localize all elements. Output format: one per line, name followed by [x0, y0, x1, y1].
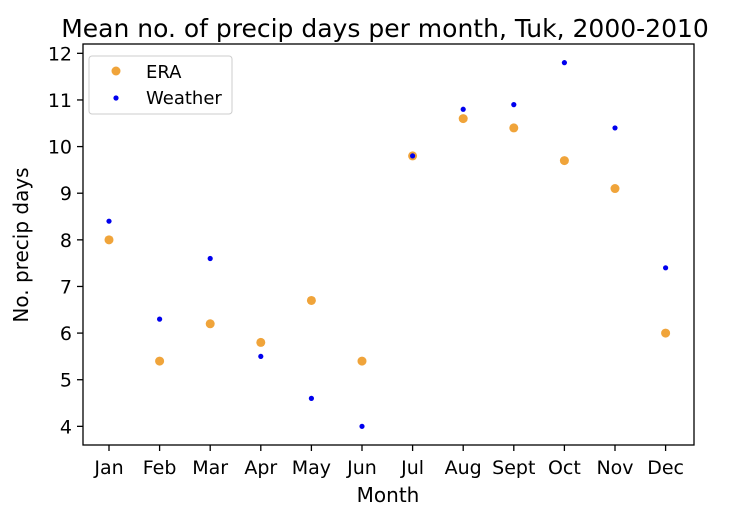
x-tick-label: May: [292, 457, 331, 479]
legend-label-era: ERA: [146, 62, 182, 83]
x-tick-label: Dec: [647, 457, 684, 479]
data-point-weather: [207, 255, 213, 262]
x-tick-label: Sept: [492, 457, 535, 479]
data-point-weather: [157, 316, 163, 322]
data-point-weather: [511, 102, 517, 108]
series-era: [104, 114, 671, 366]
x-tick-label: Jul: [400, 457, 424, 479]
data-point-era: [610, 184, 620, 194]
data-point-era: [509, 123, 519, 133]
data-point-weather: [410, 153, 416, 159]
data-point-era: [104, 235, 114, 245]
series-weather: [106, 60, 669, 429]
y-tick-label: 6: [60, 323, 72, 345]
data-point-era: [155, 356, 165, 366]
data-point-era: [559, 156, 569, 166]
x-tick-label: Jan: [93, 457, 123, 479]
x-axis: Jan Feb Mar Apr May Jun Jul Aug Sept Oct Nov Dec: [93, 445, 684, 479]
plot-area: [82, 43, 695, 446]
y-tick-label: 11: [48, 90, 72, 112]
legend: ERA Weather: [88, 55, 233, 115]
legend-marker-weather: [113, 95, 119, 101]
x-tick-label: Mar: [192, 457, 228, 479]
data-point-weather: [359, 423, 365, 429]
chart-title: Mean no. of precip days per month, Tuk, …: [61, 14, 709, 43]
data-point-weather: [612, 125, 618, 131]
x-axis-label: Month: [357, 483, 420, 507]
x-tick-label: Feb: [143, 457, 177, 479]
y-tick-label: 4: [60, 416, 72, 438]
x-tick-label: Nov: [596, 457, 633, 479]
y-axis: 4 5 6 7 8 9 10 11 12: [48, 43, 83, 438]
x-tick-label: Oct: [548, 457, 581, 479]
data-point-weather: [308, 395, 314, 401]
data-point-era: [205, 319, 215, 329]
legend-label-weather: Weather: [146, 88, 222, 109]
y-tick-label: 8: [60, 230, 72, 252]
x-tick-label: Aug: [445, 457, 482, 479]
legend-marker-era: [111, 66, 121, 76]
data-point-era: [458, 114, 468, 124]
data-point-era: [357, 356, 367, 366]
data-point-weather: [561, 60, 568, 66]
y-tick-label: 12: [48, 43, 72, 65]
x-tick-label: Apr: [244, 457, 277, 479]
y-tick-label: 10: [48, 137, 72, 159]
data-point-weather: [460, 106, 466, 112]
y-tick-label: 5: [60, 370, 72, 392]
y-tick-label: 9: [60, 183, 72, 205]
series-layer: [104, 60, 671, 429]
data-point-weather: [663, 265, 669, 271]
legend-box: [88, 55, 233, 115]
x-tick-label: Jun: [346, 457, 377, 479]
data-point-era: [661, 328, 671, 338]
y-tick-label: 7: [60, 276, 72, 298]
data-point-era: [306, 295, 316, 305]
data-point-weather: [258, 353, 264, 360]
y-axis-label: No. precip days: [9, 167, 33, 322]
data-point-weather: [106, 218, 112, 224]
data-point-era: [256, 337, 266, 347]
